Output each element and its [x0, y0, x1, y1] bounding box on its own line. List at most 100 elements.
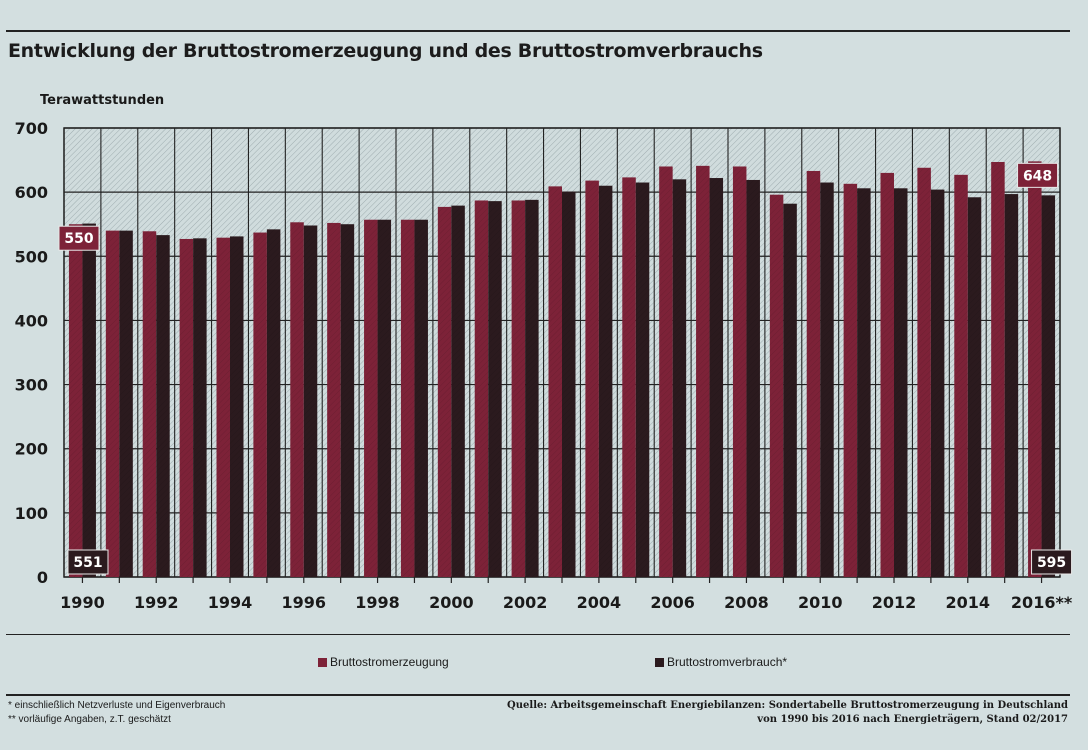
bar-texture [930, 189, 945, 577]
legend-label-consumption: Bruttostromverbrauch* [667, 655, 788, 669]
bars [68, 161, 1056, 578]
bar-texture [746, 179, 760, 577]
bar-texture [820, 182, 834, 577]
x-tick-label: 1994 [208, 593, 253, 612]
bar-texture [82, 223, 96, 577]
bar-chart: Terawattstunden 0 100 200 300 400 500 600 700 19… [15, 93, 1073, 612]
legend-swatch-generation [318, 657, 327, 667]
bar-texture [622, 177, 636, 577]
bar-texture [340, 224, 355, 577]
y-tick-label: 600 [15, 183, 48, 202]
bar-texture [105, 230, 120, 577]
x-tick-label: 1990 [60, 593, 105, 612]
bar-texture [672, 179, 687, 578]
x-tick-label: 2010 [798, 593, 843, 612]
bar-texture [290, 222, 304, 578]
y-tick-label: 300 [15, 376, 48, 395]
bar-texture [488, 201, 502, 577]
bar-texture [364, 219, 378, 577]
bar-texture [400, 219, 415, 577]
bar-texture [548, 186, 562, 577]
x-tick-label: 2012 [872, 593, 917, 612]
bar-texture [414, 219, 428, 577]
data-labels: 550 551 648 595 [58, 162, 1073, 575]
y-tick-label: 100 [15, 504, 48, 523]
chart-title: Entwicklung der Bruttostromerzeugung und… [8, 40, 763, 62]
bar-texture [783, 203, 797, 577]
bar-texture [843, 183, 858, 577]
bar-texture [230, 236, 244, 577]
bar-texture [917, 167, 931, 578]
data-label: 648 [1023, 168, 1052, 184]
bar-texture [253, 232, 267, 577]
data-label-box [1017, 162, 1059, 188]
source-line-2: von 1990 bis 2016 nach Energieträgern, S… [757, 714, 1068, 725]
footnote-1: * einschließlich Netzverluste und Eigenv… [8, 700, 226, 711]
bar-texture [193, 238, 207, 577]
bar-texture [732, 166, 747, 577]
source-note: Quelle: Arbeitsgemeinschaft Energiebilan… [507, 699, 1068, 727]
bar-texture [696, 165, 710, 577]
legend-item-consumption: Bruttostromverbrauch* [655, 655, 787, 669]
bar-texture [266, 229, 281, 578]
source-line-1: Quelle: Arbeitsgemeinschaft Energiebilan… [507, 700, 1068, 711]
y-tick-label: 500 [15, 247, 48, 266]
separator-rule [6, 634, 1070, 635]
data-label-box [1031, 549, 1073, 575]
legend-item-generation: Bruttostromerzeugung [318, 655, 449, 669]
x-tick-label: 2008 [724, 593, 769, 612]
y-tick-label: 0 [37, 568, 48, 587]
bar-texture [511, 200, 526, 577]
bar-texture [806, 170, 821, 577]
bar-texture [991, 161, 1005, 577]
bar-texture [659, 166, 673, 577]
bar-texture [954, 174, 968, 577]
bar-texture [303, 225, 318, 578]
bar-texture [894, 188, 908, 577]
data-label-box [67, 549, 109, 575]
bar-texture [377, 219, 392, 577]
bar-texture [451, 205, 465, 577]
x-tick-label: 1996 [282, 593, 327, 612]
x-tick-label: 2016** [1011, 593, 1073, 612]
footer-rule [6, 694, 1070, 696]
bar-texture [179, 238, 194, 577]
x-tick-label: 2000 [429, 593, 474, 612]
y-tick-label: 200 [15, 440, 48, 459]
footnote-2: ** vorläufige Angaben, z.T. geschätzt [8, 714, 171, 725]
bar-texture [709, 178, 724, 577]
bar-texture [216, 237, 230, 578]
y-tick-label: 700 [15, 119, 48, 138]
bar-texture [327, 222, 341, 577]
y-tick-label: 400 [15, 311, 48, 330]
x-tick-label: 1992 [134, 593, 179, 612]
bar-texture [1041, 195, 1056, 577]
top-rule [6, 30, 1070, 32]
x-tick-label: 2004 [577, 593, 622, 612]
bar-texture [880, 172, 894, 577]
legend-label-generation: Bruttostromerzeugung [330, 655, 449, 669]
bar-texture [119, 230, 133, 577]
bar-texture [1028, 161, 1042, 577]
legend-swatch-consumption [655, 657, 664, 667]
bar-texture [156, 235, 170, 577]
y-axis-unit-label: Terawattstunden [40, 93, 164, 108]
bar-texture [437, 206, 452, 577]
bar-texture [68, 224, 83, 577]
x-tick-label: 2006 [650, 593, 695, 612]
bar-texture [1004, 194, 1019, 577]
data-label: 595 [1037, 555, 1066, 571]
data-label: 550 [64, 231, 93, 247]
bar-texture [769, 194, 784, 578]
bar-texture [967, 197, 982, 577]
bar-texture [635, 182, 650, 577]
bar-texture [585, 180, 599, 577]
bar-texture [598, 185, 613, 577]
data-label-box [58, 225, 100, 251]
x-tick-label: 1998 [355, 593, 400, 612]
bar-texture [562, 191, 576, 577]
footnotes: * einschließlich Netzverluste und Eigenv… [8, 699, 225, 727]
bar-texture [857, 188, 871, 577]
bar-texture [142, 231, 157, 577]
bar-texture [474, 200, 489, 577]
